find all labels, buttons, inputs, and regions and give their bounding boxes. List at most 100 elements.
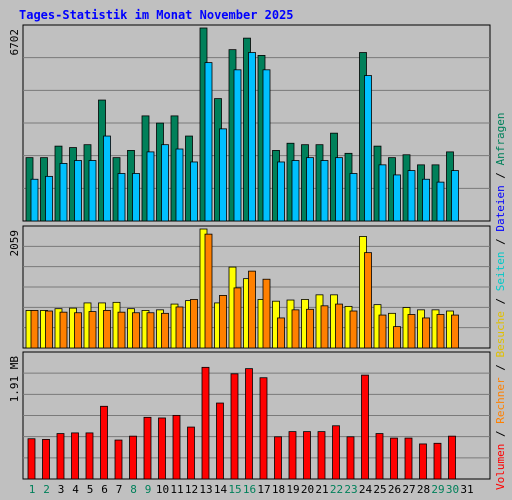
bar-rechner-day-5: [88, 311, 97, 349]
legend-entry-dateien: Dateien: [494, 185, 507, 231]
bar-rechner-day-1: [30, 310, 39, 349]
bar-volumen-day-3: [56, 433, 65, 480]
chart-title: Tages-Statistik im Monat November 2025: [19, 8, 294, 22]
legend-entry-seiten: Seiten: [494, 252, 507, 292]
bar-rechner-day-28: [422, 317, 430, 349]
x-tick-label-day-7: 7: [116, 483, 123, 496]
bar-volumen-day-5: [85, 432, 94, 480]
x-tick-label-day-16: 16: [243, 483, 256, 496]
bar-rechner-day-17: [262, 278, 271, 349]
bar-dateien-day-15: [233, 69, 242, 222]
bar-rechner-day-23: [349, 310, 358, 349]
x-tick-label-day-28: 28: [417, 483, 430, 496]
bar-volumen-day-24: [361, 374, 369, 480]
bar-volumen-day-29: [433, 442, 442, 480]
bar-rechner-day-15: [233, 287, 242, 349]
x-tick-label-day-13: 13: [199, 483, 212, 496]
bar-volumen-day-17: [259, 377, 268, 480]
x-tick-label-day-15: 15: [228, 483, 241, 496]
bar-rechner-day-26: [393, 326, 401, 349]
x-tick-label-day-6: 6: [101, 483, 108, 496]
bar-dateien-day-21: [320, 160, 329, 222]
legend-separator: /: [494, 424, 507, 444]
bar-dateien-day-9: [146, 151, 155, 222]
bar-rechner-day-19: [291, 309, 300, 349]
bar-rechner-day-6: [103, 310, 111, 349]
bar-rechner-day-27: [407, 314, 416, 349]
bar-volumen-day-10: [158, 417, 166, 480]
x-tick-label-day-30: 30: [446, 483, 459, 496]
legend-entry-rechner: Rechner: [494, 377, 507, 424]
bar-volumen-day-12: [187, 426, 195, 480]
bar-rechner-day-16: [248, 270, 256, 349]
bar-volumen-day-6: [100, 405, 108, 480]
x-tick-label-day-23: 23: [344, 483, 357, 496]
y-axis-max-label: 6702: [8, 29, 21, 56]
legend-entry-volumen: Volumen: [494, 444, 507, 490]
x-tick-label-day-11: 11: [170, 483, 183, 496]
bar-dateien-day-20: [306, 157, 314, 222]
bar-dateien-day-3: [59, 163, 68, 222]
bar-dateien-day-24: [364, 75, 372, 222]
bar-rechner-day-25: [378, 314, 387, 349]
x-tick-label-day-19: 19: [286, 483, 299, 496]
x-tick-label-day-5: 5: [87, 483, 94, 496]
bar-dateien-day-6: [103, 135, 111, 222]
x-tick-label-day-9: 9: [145, 483, 152, 496]
bar-volumen-day-23: [346, 436, 355, 480]
bar-volumen-day-25: [375, 433, 384, 480]
bar-dateien-day-1: [30, 178, 39, 222]
bar-dateien-day-27: [407, 170, 416, 222]
bar-rechner-day-12: [190, 299, 198, 349]
bar-dateien-day-5: [88, 160, 97, 222]
x-tick-label-day-2: 2: [43, 483, 50, 496]
bar-rechner-day-29: [436, 314, 445, 349]
bar-rechner-day-30: [451, 314, 459, 349]
x-tick-label-day-31: 31: [460, 483, 473, 496]
bar-rechner-day-13: [204, 233, 213, 349]
bar-dateien-day-19: [291, 160, 300, 222]
legend: Volumen / Rechner / Besuche / Seiten / D…: [494, 112, 507, 490]
x-tick-label-day-20: 20: [301, 483, 314, 496]
bar-dateien-day-13: [204, 62, 213, 222]
y-axis-max-label: 1.91 MB: [8, 356, 21, 403]
bar-dateien-day-7: [117, 173, 126, 222]
y-axis-max-label: 2059: [8, 230, 21, 257]
bar-dateien-day-11: [175, 148, 184, 222]
bar-rechner-day-8: [132, 312, 140, 349]
bar-rechner-day-22: [335, 303, 343, 349]
bar-volumen-day-8: [129, 435, 137, 480]
bar-dateien-day-26: [393, 174, 401, 222]
bar-rechner-day-4: [74, 312, 82, 349]
x-tick-label-day-17: 17: [257, 483, 270, 496]
bar-dateien-day-23: [349, 173, 358, 222]
bar-volumen-day-19: [288, 431, 297, 480]
bar-rechner-day-21: [320, 305, 329, 349]
x-tick-label-day-3: 3: [58, 483, 65, 496]
bar-dateien-day-12: [190, 161, 198, 222]
x-tick-label-day-27: 27: [402, 483, 415, 496]
bar-volumen-day-28: [419, 443, 427, 480]
bar-volumen-day-27: [404, 437, 413, 480]
legend-entry-besuche: Besuche: [494, 311, 507, 357]
bar-rechner-day-2: [45, 310, 53, 349]
x-tick-label-day-14: 14: [214, 483, 228, 496]
x-tick-label-day-10: 10: [156, 483, 169, 496]
legend-separator: /: [494, 165, 507, 185]
legend-separator: /: [494, 291, 507, 311]
legend-separator: /: [494, 232, 507, 252]
bar-volumen-day-2: [42, 438, 50, 480]
bar-rechner-day-9: [146, 312, 155, 349]
legend-separator: /: [494, 358, 507, 378]
bar-dateien-day-4: [74, 160, 82, 222]
x-tick-label-day-26: 26: [388, 483, 401, 496]
legend-entry-anfragen: Anfragen: [494, 112, 507, 165]
bar-volumen-day-9: [143, 416, 152, 480]
bar-rechner-day-18: [277, 317, 285, 349]
bar-dateien-day-29: [436, 181, 445, 222]
x-tick-label-day-24: 24: [359, 483, 373, 496]
bar-volumen-day-1: [27, 438, 36, 480]
bar-volumen-day-16: [245, 368, 253, 480]
bar-dateien-day-16: [248, 52, 256, 222]
